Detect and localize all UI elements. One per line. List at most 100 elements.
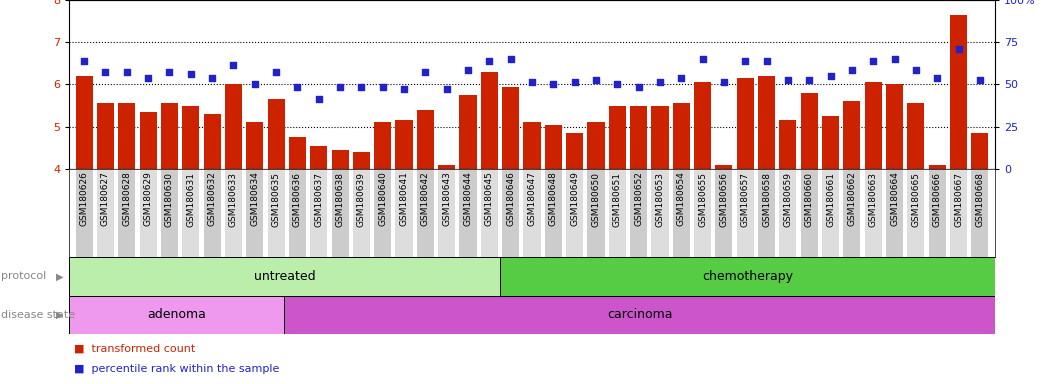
Bar bbox=[69, 257, 500, 296]
Text: GSM180645: GSM180645 bbox=[485, 172, 494, 227]
Text: GSM180633: GSM180633 bbox=[229, 172, 238, 227]
Text: GSM180654: GSM180654 bbox=[677, 172, 686, 227]
Bar bbox=[69, 296, 284, 334]
Bar bbox=[332, 150, 349, 169]
Text: GSM180642: GSM180642 bbox=[421, 172, 430, 226]
Bar bbox=[736, 169, 753, 257]
Bar bbox=[950, 15, 967, 169]
Bar bbox=[736, 78, 753, 169]
Text: GSM180659: GSM180659 bbox=[783, 172, 793, 227]
Point bbox=[545, 81, 562, 88]
Text: GSM180626: GSM180626 bbox=[80, 172, 88, 227]
Bar bbox=[76, 169, 93, 257]
Text: GSM180632: GSM180632 bbox=[207, 172, 217, 227]
Point bbox=[908, 67, 925, 73]
Bar bbox=[844, 169, 861, 257]
Point bbox=[139, 75, 156, 81]
Text: GSM180648: GSM180648 bbox=[549, 172, 558, 227]
Bar bbox=[715, 169, 732, 257]
Bar bbox=[481, 169, 498, 257]
Bar bbox=[865, 83, 882, 169]
Text: GSM180667: GSM180667 bbox=[954, 172, 963, 227]
Bar bbox=[566, 133, 583, 169]
Bar bbox=[523, 122, 541, 169]
Bar bbox=[460, 169, 477, 257]
Bar bbox=[97, 104, 114, 169]
Bar bbox=[246, 122, 263, 169]
Point bbox=[694, 56, 711, 62]
Bar bbox=[76, 76, 93, 169]
Bar bbox=[865, 169, 882, 257]
Bar bbox=[225, 84, 242, 169]
Point bbox=[822, 73, 839, 79]
Bar bbox=[161, 104, 178, 169]
Bar bbox=[481, 72, 498, 169]
Point bbox=[375, 84, 392, 90]
Bar bbox=[500, 257, 995, 296]
Bar bbox=[502, 87, 519, 169]
Bar bbox=[203, 114, 220, 169]
Bar bbox=[929, 165, 946, 169]
Bar bbox=[396, 120, 413, 169]
Text: GSM180658: GSM180658 bbox=[762, 172, 771, 227]
Text: GSM180655: GSM180655 bbox=[698, 172, 708, 227]
Bar bbox=[353, 169, 370, 257]
Bar bbox=[284, 296, 995, 334]
Text: carcinoma: carcinoma bbox=[606, 308, 672, 321]
Bar bbox=[417, 169, 434, 257]
Text: GSM180657: GSM180657 bbox=[741, 172, 750, 227]
Text: GSM180650: GSM180650 bbox=[592, 172, 600, 227]
Text: ■  transformed count: ■ transformed count bbox=[74, 344, 196, 354]
Bar bbox=[609, 169, 626, 257]
Point bbox=[886, 56, 903, 62]
Bar bbox=[672, 169, 689, 257]
Point bbox=[161, 69, 178, 75]
Text: GSM180628: GSM180628 bbox=[122, 172, 131, 227]
Bar bbox=[971, 169, 988, 257]
Text: GSM180649: GSM180649 bbox=[570, 172, 579, 227]
Text: GSM180664: GSM180664 bbox=[891, 172, 899, 227]
Bar bbox=[97, 169, 114, 257]
Bar bbox=[118, 169, 135, 257]
Point bbox=[203, 75, 220, 81]
Point bbox=[460, 67, 477, 73]
Text: GSM180634: GSM180634 bbox=[250, 172, 260, 227]
Bar bbox=[566, 169, 583, 257]
Bar bbox=[886, 169, 903, 257]
Point bbox=[715, 79, 732, 86]
Text: ▶: ▶ bbox=[56, 271, 64, 281]
Text: untreated: untreated bbox=[253, 270, 315, 283]
Bar bbox=[502, 169, 519, 257]
Text: ■  percentile rank within the sample: ■ percentile rank within the sample bbox=[74, 364, 280, 374]
Text: GSM180627: GSM180627 bbox=[101, 172, 110, 227]
Bar bbox=[822, 169, 839, 257]
Text: GSM180662: GSM180662 bbox=[847, 172, 857, 227]
Text: GSM180652: GSM180652 bbox=[634, 172, 643, 227]
Bar bbox=[587, 122, 604, 169]
Bar bbox=[139, 169, 156, 257]
Text: GSM180629: GSM180629 bbox=[144, 172, 152, 227]
Bar bbox=[780, 169, 797, 257]
Bar bbox=[609, 106, 626, 169]
Bar bbox=[780, 120, 797, 169]
Bar bbox=[844, 101, 861, 169]
Point bbox=[332, 84, 349, 90]
Point bbox=[844, 67, 861, 73]
Text: GSM180646: GSM180646 bbox=[506, 172, 515, 227]
Point bbox=[438, 86, 455, 92]
Point bbox=[267, 69, 284, 75]
Point bbox=[417, 69, 434, 75]
Bar bbox=[758, 169, 776, 257]
Bar bbox=[886, 84, 903, 169]
Bar bbox=[288, 137, 306, 169]
Bar bbox=[267, 99, 284, 169]
Point bbox=[759, 58, 776, 64]
Point bbox=[76, 58, 93, 64]
Text: GSM180641: GSM180641 bbox=[399, 172, 409, 227]
Point bbox=[950, 46, 967, 52]
Text: GSM180638: GSM180638 bbox=[335, 172, 345, 227]
Bar bbox=[311, 146, 328, 169]
Point bbox=[929, 75, 946, 81]
Text: GSM180660: GSM180660 bbox=[804, 172, 814, 227]
Bar bbox=[246, 169, 263, 257]
